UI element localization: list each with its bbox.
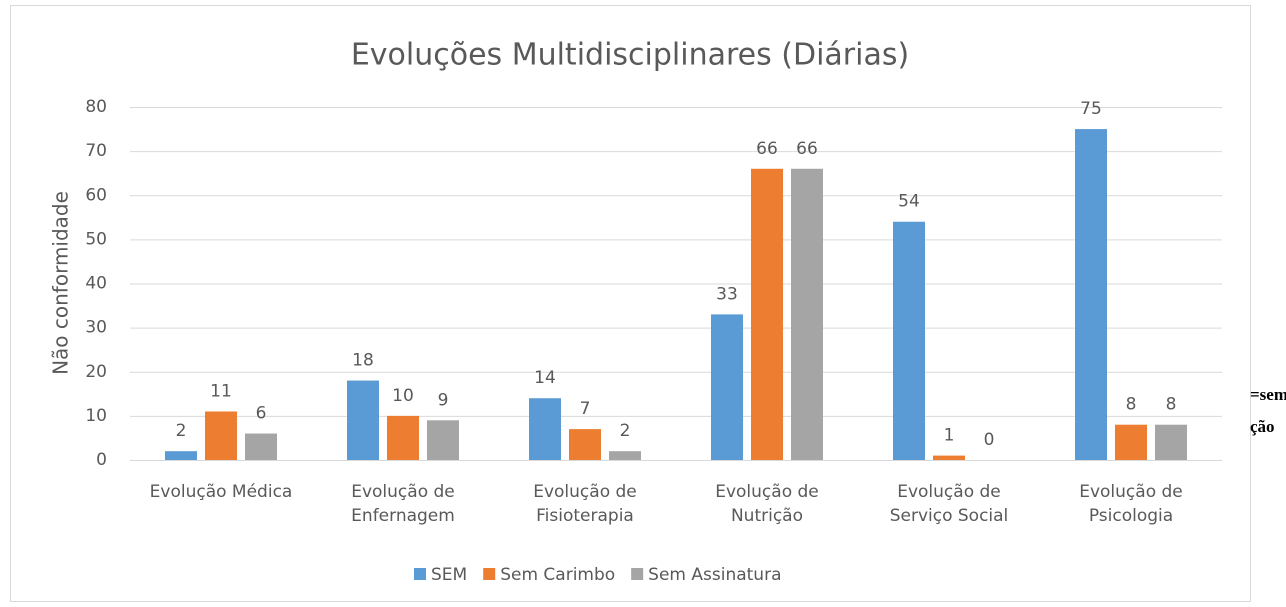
value-label: 10 — [392, 386, 414, 406]
x-tick-label: Evolução Médica — [149, 482, 293, 502]
bar — [205, 411, 237, 460]
bar — [529, 398, 561, 460]
bar — [387, 415, 419, 460]
chart-title: Evoluções Multidisciplinares (Diárias) — [351, 38, 909, 73]
value-label: 33 — [716, 284, 738, 304]
y-tick-label: 0 — [96, 450, 107, 470]
y-tick-label: 60 — [85, 185, 107, 205]
y-axis-label: Não conformidade — [49, 191, 73, 375]
legend-label: SEM — [431, 565, 467, 585]
value-label: 2 — [176, 421, 187, 441]
annotation: =sem — [1250, 385, 1286, 404]
y-tick-label: 50 — [85, 229, 107, 249]
x-tick-label: Evolução de Nutrição — [715, 482, 819, 526]
bar — [751, 168, 783, 460]
legend-label: Sem Carimbo — [500, 565, 615, 585]
x-tick-label: Evolução de Serviço Social — [889, 482, 1009, 526]
bar — [1155, 424, 1187, 460]
bar — [569, 429, 601, 460]
bar — [1075, 129, 1107, 460]
legend-swatch — [483, 568, 496, 580]
value-label: 1 — [944, 426, 955, 446]
legend-swatch — [631, 568, 644, 580]
y-tick-label: 10 — [85, 406, 107, 426]
legend-swatch — [414, 568, 426, 580]
legend-label: Sem Assinatura — [648, 565, 781, 585]
bar — [933, 455, 965, 460]
value-label: 14 — [534, 368, 556, 388]
value-label: 66 — [756, 139, 778, 159]
chart-border — [10, 5, 1251, 602]
y-tick-label: 80 — [85, 97, 107, 117]
bar — [711, 314, 743, 460]
value-label: 2 — [620, 421, 631, 441]
value-label: 6 — [256, 404, 267, 424]
y-tick-label: 30 — [85, 318, 107, 338]
value-label: 54 — [898, 192, 920, 212]
value-label: 8 — [1126, 395, 1137, 415]
bar — [609, 451, 641, 460]
bar — [245, 433, 277, 460]
x-tick-label: Evolução de Psicologia — [1079, 482, 1183, 526]
x-tick-label: Evolução de Enfernagem — [351, 482, 455, 526]
value-label: 9 — [438, 390, 449, 410]
y-tick-label: 40 — [85, 274, 107, 294]
annotation: ção — [1250, 417, 1275, 436]
value-label: 8 — [1166, 395, 1177, 415]
value-label: 7 — [580, 399, 591, 419]
x-tick-label: Evolução de Fisioterapia — [533, 482, 637, 526]
value-label: 18 — [352, 351, 374, 371]
bar — [1115, 424, 1147, 460]
bar — [427, 420, 459, 460]
value-label: 11 — [210, 381, 232, 401]
y-tick-label: 70 — [85, 141, 107, 161]
bar — [893, 221, 925, 460]
value-label: 0 — [984, 430, 995, 450]
bar — [347, 380, 379, 460]
bar — [791, 168, 823, 460]
y-tick-label: 20 — [85, 362, 107, 382]
bar — [165, 451, 197, 460]
value-label: 66 — [796, 139, 818, 159]
value-label: 75 — [1080, 99, 1102, 119]
